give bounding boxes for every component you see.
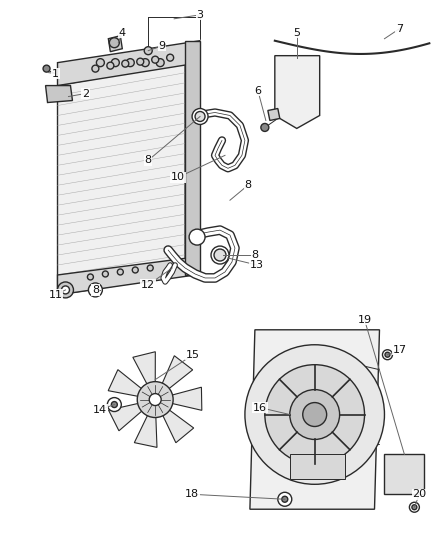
Polygon shape xyxy=(46,86,72,102)
Polygon shape xyxy=(385,455,424,494)
Circle shape xyxy=(110,38,119,47)
Polygon shape xyxy=(185,41,200,275)
Text: 6: 6 xyxy=(254,86,261,95)
Circle shape xyxy=(290,390,339,439)
Circle shape xyxy=(192,109,208,124)
Circle shape xyxy=(382,350,392,360)
Polygon shape xyxy=(57,63,185,295)
Polygon shape xyxy=(57,41,200,86)
Text: 19: 19 xyxy=(357,315,371,325)
Circle shape xyxy=(167,54,173,61)
Text: 12: 12 xyxy=(141,280,155,290)
Text: 8: 8 xyxy=(92,285,99,295)
Circle shape xyxy=(122,60,129,67)
Circle shape xyxy=(132,267,138,273)
Polygon shape xyxy=(167,387,202,410)
Text: 13: 13 xyxy=(250,260,264,270)
Text: 5: 5 xyxy=(293,28,300,38)
Text: 8: 8 xyxy=(244,180,251,190)
Circle shape xyxy=(211,246,229,264)
Circle shape xyxy=(126,59,134,67)
Circle shape xyxy=(152,56,159,63)
Text: 1: 1 xyxy=(52,69,59,78)
Circle shape xyxy=(57,282,74,298)
Circle shape xyxy=(214,249,226,261)
Circle shape xyxy=(111,59,119,67)
Circle shape xyxy=(245,345,385,484)
Polygon shape xyxy=(275,55,320,128)
Text: 11: 11 xyxy=(49,290,63,300)
Circle shape xyxy=(144,47,152,55)
Polygon shape xyxy=(133,352,155,389)
Circle shape xyxy=(412,505,417,510)
Circle shape xyxy=(385,352,390,357)
Text: 20: 20 xyxy=(412,489,427,499)
Circle shape xyxy=(141,59,149,67)
Circle shape xyxy=(410,502,419,512)
Circle shape xyxy=(137,58,144,65)
Circle shape xyxy=(107,62,114,69)
Circle shape xyxy=(88,283,102,297)
Circle shape xyxy=(43,65,50,72)
Circle shape xyxy=(261,124,269,132)
Polygon shape xyxy=(109,402,146,431)
Circle shape xyxy=(107,398,121,411)
Circle shape xyxy=(117,269,124,275)
Text: 9: 9 xyxy=(159,41,166,51)
Polygon shape xyxy=(290,455,345,479)
Circle shape xyxy=(147,265,153,271)
Circle shape xyxy=(111,401,117,408)
Circle shape xyxy=(303,402,327,426)
Circle shape xyxy=(92,65,99,72)
Circle shape xyxy=(265,365,364,464)
Polygon shape xyxy=(134,410,157,447)
Circle shape xyxy=(195,111,205,122)
Text: 15: 15 xyxy=(186,350,200,360)
Circle shape xyxy=(278,492,292,506)
Polygon shape xyxy=(160,407,194,443)
Text: 10: 10 xyxy=(171,172,185,182)
Circle shape xyxy=(88,274,93,280)
Circle shape xyxy=(61,286,70,294)
Text: 14: 14 xyxy=(93,405,107,415)
Text: 16: 16 xyxy=(253,402,267,413)
Polygon shape xyxy=(268,109,280,120)
Circle shape xyxy=(156,59,164,67)
Circle shape xyxy=(189,229,205,245)
Text: 4: 4 xyxy=(119,28,126,38)
Text: 17: 17 xyxy=(392,345,406,355)
Text: 7: 7 xyxy=(396,24,403,34)
Text: 8: 8 xyxy=(145,155,152,165)
Polygon shape xyxy=(108,36,122,52)
Circle shape xyxy=(282,496,288,502)
Polygon shape xyxy=(57,257,195,295)
Polygon shape xyxy=(108,370,146,398)
Polygon shape xyxy=(250,330,379,509)
Text: 8: 8 xyxy=(251,250,258,260)
Circle shape xyxy=(149,393,161,406)
Circle shape xyxy=(137,382,173,417)
Text: 3: 3 xyxy=(197,10,204,20)
Circle shape xyxy=(96,59,104,67)
Circle shape xyxy=(102,271,108,277)
Polygon shape xyxy=(160,356,193,392)
Text: 2: 2 xyxy=(82,88,89,99)
Text: 18: 18 xyxy=(185,489,199,499)
